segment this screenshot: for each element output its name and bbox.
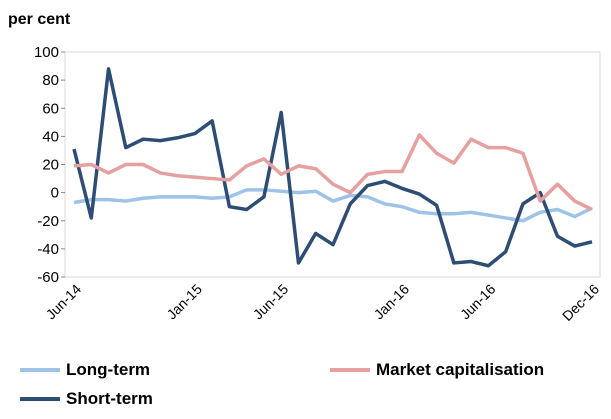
line <box>73 188 593 223</box>
legend-label: Long-term <box>66 360 150 379</box>
x-tick-label: Jun-14 <box>43 281 85 323</box>
y-tick-label: 40 <box>42 128 59 145</box>
y-tick-label: 60 <box>42 100 59 117</box>
line <box>73 133 593 212</box>
y-tick-label: -40 <box>37 241 59 258</box>
y-tick-label: 20 <box>42 157 59 174</box>
legend-label: Short-term <box>66 389 153 408</box>
y-tick-label: 0 <box>51 185 59 202</box>
x-tick-label: Jan-15 <box>163 281 205 323</box>
x-tick-label: Jun-16 <box>457 281 499 323</box>
x-tick-label: Jun-15 <box>250 281 292 323</box>
legend-label: Market capitalisation <box>376 360 544 379</box>
y-axis-label: per cent <box>8 11 71 28</box>
y-tick-label: 100 <box>34 44 59 61</box>
line <box>72 67 593 268</box>
x-tick-label: Jan-16 <box>371 281 413 323</box>
y-tick-label: -60 <box>37 269 59 286</box>
y-tick-label: -20 <box>37 213 59 230</box>
x-tick-label: Dec-16 <box>559 281 602 324</box>
y-tick-label: 80 <box>42 72 59 89</box>
